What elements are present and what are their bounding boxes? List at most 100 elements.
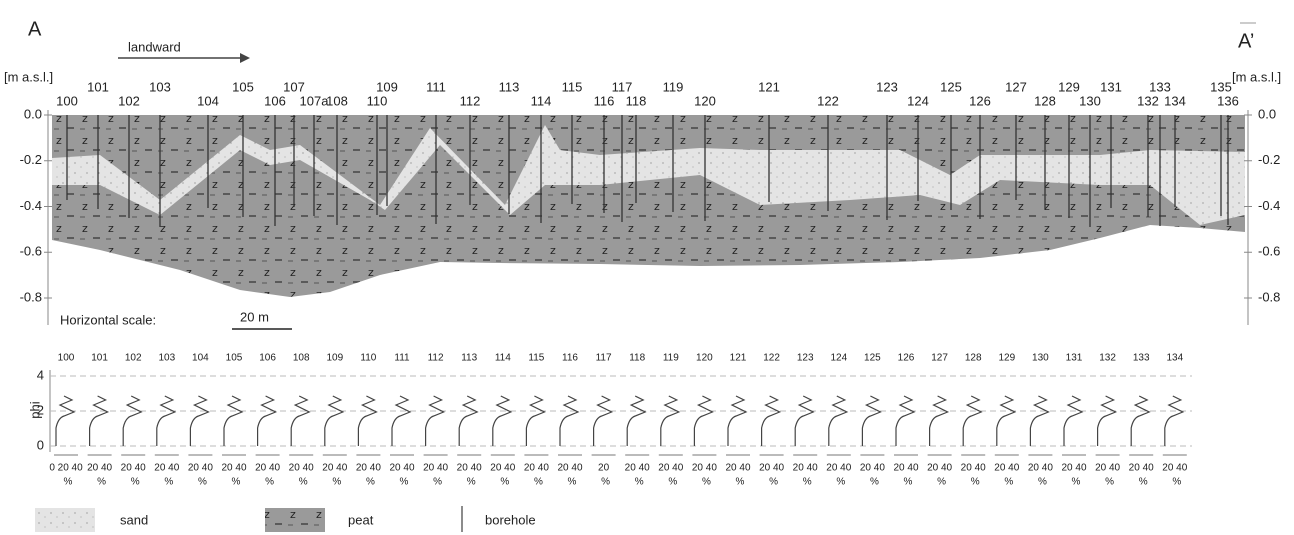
borehole-label: 107a — [300, 93, 330, 108]
column-label: 102 — [125, 353, 142, 364]
borehole-label: 115 — [562, 79, 583, 94]
borehole-label: 135 — [1210, 79, 1232, 94]
y-tick-label: -0.6 — [20, 244, 42, 259]
grain-curve — [90, 396, 108, 446]
column-unit: % — [198, 477, 207, 488]
borehole-label: 121 — [758, 79, 780, 94]
grain-curve — [1030, 396, 1048, 446]
column-label: 121 — [730, 353, 747, 364]
grain-curve — [157, 396, 175, 446]
column-unit: % — [97, 477, 106, 488]
column-tick-labels: 20 40 — [490, 463, 515, 474]
borehole-label: 118 — [626, 93, 647, 108]
page: Cross-section body { margin: 0; backgrou… — [0, 0, 1294, 535]
grain-curve — [325, 396, 343, 446]
column-unit: % — [702, 477, 711, 488]
column-unit: % — [131, 477, 140, 488]
borehole-label: 136 — [1217, 93, 1239, 108]
column-unit: % — [332, 477, 341, 488]
column-tick-labels: 20 40 — [457, 463, 482, 474]
y-tick-label: -0.8 — [20, 289, 42, 304]
y-axis-label: [m a.s.l.] — [4, 69, 53, 84]
column-unit: % — [568, 477, 577, 488]
column-tick-labels: 20 40 — [1061, 463, 1086, 474]
column-unit: % — [836, 477, 845, 488]
grain-curve — [997, 396, 1015, 446]
grain-curve — [1131, 396, 1149, 446]
arrow-head — [240, 53, 250, 63]
grain-curve — [358, 396, 376, 446]
grain-curve — [392, 396, 410, 446]
grain-curve — [123, 396, 141, 446]
grain-curve — [594, 396, 612, 446]
direction-label: landward — [128, 39, 181, 54]
column-label: 129 — [998, 353, 1015, 364]
grain-curve — [930, 396, 948, 446]
column-label: 112 — [428, 353, 444, 364]
borehole-label: 130 — [1079, 93, 1101, 108]
column-tick-labels: 20 40 — [423, 463, 448, 474]
column-unit: % — [803, 477, 812, 488]
grain-curve — [694, 396, 712, 446]
column-tick-labels: 20 40 — [625, 463, 650, 474]
column-label: 128 — [965, 353, 982, 364]
column-tick-labels: 20 40 — [658, 463, 683, 474]
column-label: 134 — [1166, 353, 1183, 364]
borehole-label: 134 — [1164, 93, 1186, 108]
column-unit: % — [1105, 477, 1114, 488]
column-label: 123 — [797, 353, 814, 364]
borehole-label: 125 — [940, 79, 962, 94]
borehole-label: 100 — [56, 93, 78, 108]
grain-curve — [459, 396, 477, 446]
borehole-label: 119 — [663, 79, 684, 94]
borehole-label: 114 — [531, 93, 552, 108]
column-label: 105 — [226, 353, 243, 364]
grain-curve — [426, 396, 444, 446]
grain-curve — [627, 396, 645, 446]
grain-curve — [56, 396, 74, 446]
y-tick-label: -0.4 — [20, 198, 42, 213]
borehole-label: 102 — [118, 93, 140, 108]
column-unit: % — [232, 477, 241, 488]
y-tick-label-right: -0.8 — [1258, 289, 1280, 304]
column-tick-labels: 20 40 — [725, 463, 750, 474]
grain-curve — [795, 396, 813, 446]
column-unit: % — [299, 477, 308, 488]
column-unit: % — [635, 477, 644, 488]
borehole-label: 113 — [499, 79, 520, 94]
borehole-label: 107 — [283, 79, 305, 94]
grain-curve — [224, 396, 242, 446]
grain-curve — [526, 396, 544, 446]
column-label: 122 — [763, 353, 780, 364]
column-tick-labels: 20 40 — [289, 463, 314, 474]
borehole-label: 112 — [460, 93, 481, 108]
grain-curve — [762, 396, 780, 446]
column-unit: % — [1172, 477, 1181, 488]
phi-tick-label: 4 — [37, 367, 44, 382]
borehole-label: 120 — [694, 93, 716, 108]
column-tick-labels: 20 40 — [1028, 463, 1053, 474]
borehole-label: 111 — [426, 79, 446, 94]
borehole-label: 108 — [326, 93, 348, 108]
y-tick-label-right: -0.6 — [1258, 244, 1280, 259]
borehole-label: 123 — [876, 79, 898, 94]
legend-sand-swatch — [35, 508, 95, 532]
column-label: 106 — [259, 353, 276, 364]
grain-curve — [190, 396, 208, 446]
peat-layer — [52, 115, 1245, 297]
column-tick-labels: 20 40 — [524, 463, 549, 474]
column-label: 124 — [830, 353, 847, 364]
column-unit: % — [1004, 477, 1013, 488]
legend-peat-swatch — [265, 508, 325, 532]
column-label: 126 — [898, 353, 915, 364]
column-tick-labels: 20 40 — [793, 463, 818, 474]
column-label: 114 — [495, 353, 511, 364]
column-unit: % — [467, 477, 476, 488]
y-tick-label-right: -0.4 — [1258, 198, 1280, 213]
borehole-label: 132 — [1137, 93, 1159, 108]
column-tick-labels: 20 40 — [961, 463, 986, 474]
column-unit: % — [601, 477, 610, 488]
phi-tick-label: 0 — [37, 437, 44, 452]
borehole-label: 129 — [1058, 79, 1080, 94]
column-label: 103 — [158, 353, 175, 364]
